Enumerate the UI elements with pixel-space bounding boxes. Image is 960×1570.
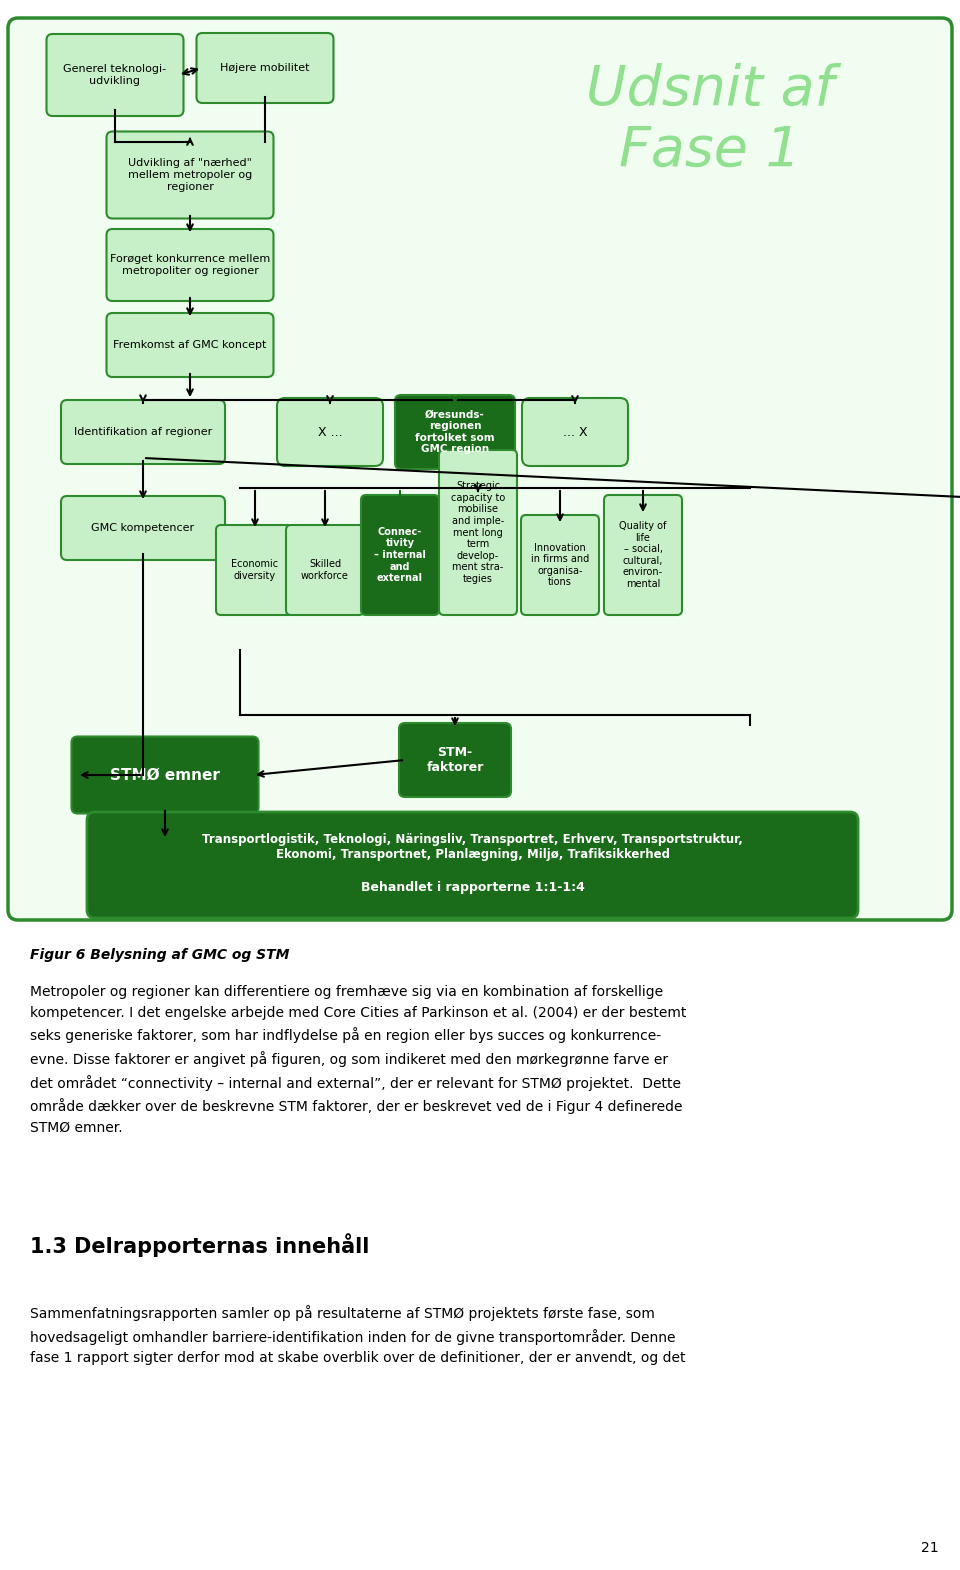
FancyBboxPatch shape — [61, 400, 225, 465]
Text: Udsnit af
Fase 1: Udsnit af Fase 1 — [586, 63, 834, 177]
Text: Economic
diversity: Economic diversity — [231, 559, 278, 581]
FancyBboxPatch shape — [521, 515, 599, 615]
Text: Identifikation af regioner: Identifikation af regioner — [74, 427, 212, 436]
Text: Connec-
tivity
– internal
and
external: Connec- tivity – internal and external — [374, 528, 426, 582]
FancyBboxPatch shape — [522, 399, 628, 466]
FancyBboxPatch shape — [286, 524, 364, 615]
FancyBboxPatch shape — [107, 132, 274, 218]
FancyBboxPatch shape — [361, 495, 439, 615]
Text: Behandlet i rapporterne 1:1-1:4: Behandlet i rapporterne 1:1-1:4 — [361, 881, 585, 893]
Text: Strategic
capacity to
mobilise
and imple-
ment long
term
develop-
ment stra-
teg: Strategic capacity to mobilise and imple… — [451, 480, 505, 584]
FancyBboxPatch shape — [87, 812, 858, 918]
Text: Generel teknologi-
udvikling: Generel teknologi- udvikling — [63, 64, 167, 86]
Text: 1.3 Delrapporternas innehåll: 1.3 Delrapporternas innehåll — [30, 1232, 370, 1258]
FancyBboxPatch shape — [61, 496, 225, 560]
FancyBboxPatch shape — [439, 451, 517, 615]
FancyBboxPatch shape — [399, 724, 511, 798]
Text: Øresunds-
regionen
fortolket som
GMC region: Øresunds- regionen fortolket som GMC reg… — [415, 410, 494, 454]
FancyBboxPatch shape — [277, 399, 383, 466]
Text: 21: 21 — [922, 1542, 939, 1554]
FancyBboxPatch shape — [71, 736, 258, 813]
FancyBboxPatch shape — [197, 33, 333, 104]
Text: Metropoler og regioner kan differentiere og fremhæve sig via en kombination af f: Metropoler og regioner kan differentiere… — [30, 984, 686, 1135]
FancyBboxPatch shape — [8, 17, 952, 920]
Text: Højere mobilitet: Højere mobilitet — [220, 63, 310, 72]
Text: STM-
faktorer: STM- faktorer — [426, 746, 484, 774]
Text: Figur 6 Belysning af GMC og STM: Figur 6 Belysning af GMC og STM — [30, 948, 289, 962]
Text: ... X: ... X — [563, 425, 588, 438]
Text: GMC kompetencer: GMC kompetencer — [91, 523, 195, 532]
Text: Innovation
in firms and
organisa-
tions: Innovation in firms and organisa- tions — [531, 543, 589, 587]
Text: Forøget konkurrence mellem
metropoliter og regioner: Forøget konkurrence mellem metropoliter … — [109, 254, 270, 276]
Text: Fremkomst af GMC koncept: Fremkomst af GMC koncept — [113, 341, 267, 350]
Text: Sammenfatningsrapporten samler op på resultaterne af STMØ projektets første fase: Sammenfatningsrapporten samler op på res… — [30, 1305, 685, 1366]
FancyBboxPatch shape — [46, 35, 183, 116]
Text: Skilled
workforce: Skilled workforce — [301, 559, 348, 581]
Text: Quality of
life
– social,
cultural,
environ-
mental: Quality of life – social, cultural, envi… — [619, 521, 666, 589]
FancyBboxPatch shape — [216, 524, 294, 615]
FancyBboxPatch shape — [107, 229, 274, 301]
FancyBboxPatch shape — [395, 396, 515, 469]
Text: Udvikling af "nærhed"
mellem metropoler og
regioner: Udvikling af "nærhed" mellem metropoler … — [128, 159, 252, 192]
FancyBboxPatch shape — [604, 495, 682, 615]
Text: Transportlogistik, Teknologi, Näringsliv, Transportret, Erhverv, Transportstrukt: Transportlogistik, Teknologi, Näringsliv… — [202, 834, 743, 860]
FancyBboxPatch shape — [107, 312, 274, 377]
Text: STMØ emner: STMØ emner — [110, 768, 220, 782]
Text: X ...: X ... — [318, 425, 343, 438]
